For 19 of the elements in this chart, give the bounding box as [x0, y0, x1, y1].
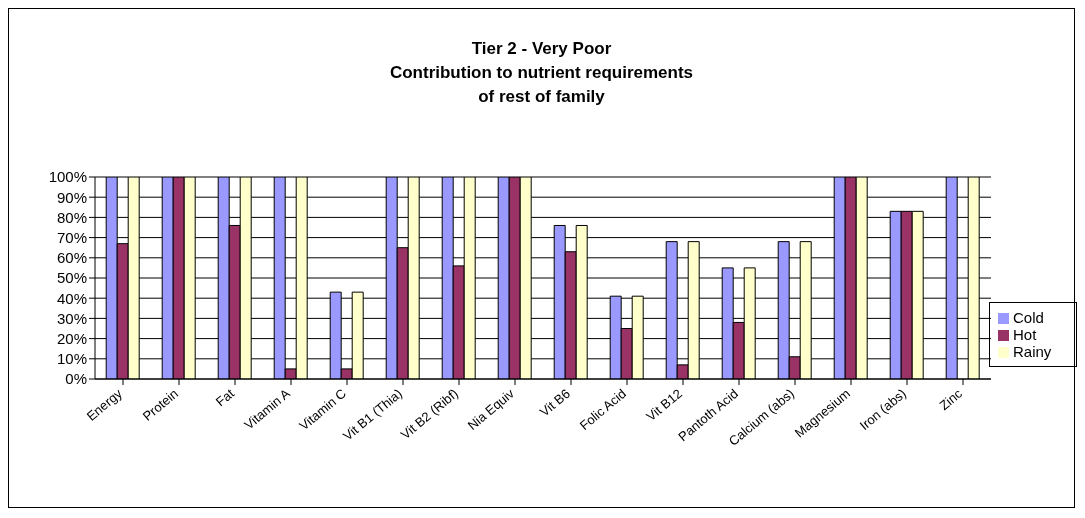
legend-label: Cold	[1013, 308, 1044, 326]
x-tick-label: Zinc	[936, 385, 966, 414]
y-tick-label: 50%	[56, 269, 87, 287]
y-tick-label: 30%	[56, 309, 87, 327]
y-tick-label: 80%	[56, 208, 87, 226]
x-tick-label: Fat	[212, 385, 238, 410]
x-tick-label: Vit B6	[536, 385, 573, 420]
y-tick-label: 90%	[56, 188, 87, 206]
legend-label: Rainy	[1013, 342, 1052, 360]
y-tick-label: 70%	[56, 228, 87, 246]
y-tick-label: 20%	[56, 329, 87, 347]
y-tick-label: 100%	[48, 168, 87, 186]
chart-title: Tier 2 - Very Poor Contribution to nutrient requirements of rest of family	[388, 38, 695, 108]
y-tick-label: 40%	[56, 289, 87, 307]
y-tick-label: 0%	[65, 370, 87, 388]
y-tick-label: 60%	[56, 249, 87, 267]
x-tick-label: Vit B12	[643, 385, 685, 425]
legend-label: Hot	[1013, 325, 1037, 343]
y-tick-label: 10%	[56, 350, 87, 368]
